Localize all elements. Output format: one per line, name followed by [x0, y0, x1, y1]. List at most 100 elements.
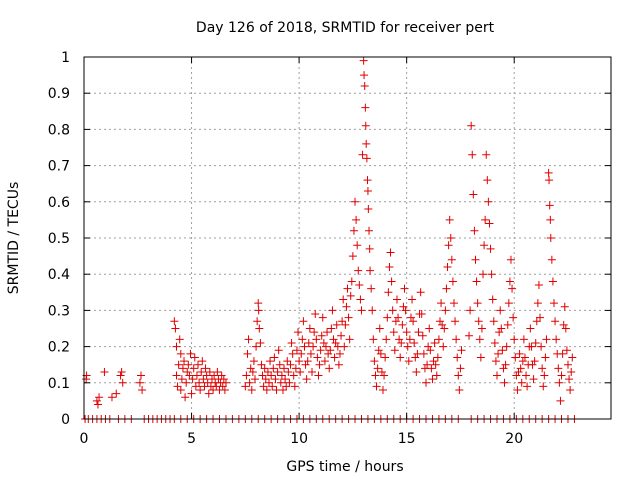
- data-point: [375, 324, 384, 333]
- data-point: [475, 335, 484, 344]
- data-point: [343, 284, 352, 293]
- data-point: [386, 248, 395, 257]
- data-point: [465, 331, 474, 340]
- data-point: [395, 335, 404, 344]
- data-point: [383, 313, 392, 322]
- data-point: [554, 364, 563, 373]
- data-point: [201, 364, 210, 373]
- data-point: [448, 277, 457, 286]
- data-point: [204, 389, 213, 398]
- data-point: [308, 367, 317, 376]
- data-point: [194, 360, 203, 369]
- x-tick-label: 20: [505, 431, 523, 447]
- data-point: [466, 306, 475, 315]
- data-point: [361, 121, 370, 130]
- data-point: [445, 215, 454, 224]
- x-tick-label: 15: [398, 431, 416, 447]
- data-point: [440, 324, 449, 333]
- data-point: [387, 277, 396, 286]
- data-point: [556, 396, 565, 405]
- data-point: [251, 375, 260, 384]
- data-point: [567, 367, 576, 376]
- data-point: [363, 176, 372, 185]
- data-point: [368, 306, 377, 315]
- data-point: [566, 386, 575, 395]
- data-point: [396, 353, 405, 362]
- data-point: [496, 306, 505, 315]
- data-point: [311, 310, 320, 319]
- data-point: [444, 241, 453, 250]
- data-point: [304, 338, 313, 347]
- data-point: [452, 335, 461, 344]
- data-point: [353, 241, 362, 250]
- data-point: [100, 367, 109, 376]
- data-point: [361, 103, 370, 112]
- y-tick-label: 0.3: [48, 303, 70, 319]
- data-point: [391, 317, 400, 326]
- data-point: [363, 186, 372, 195]
- data-point: [416, 288, 425, 297]
- data-point: [256, 338, 265, 347]
- data-point: [241, 382, 250, 391]
- data-point: [358, 150, 367, 159]
- data-point: [219, 375, 228, 384]
- data-point: [197, 367, 206, 376]
- data-point: [504, 299, 513, 308]
- data-point: [277, 371, 286, 380]
- data-point: [274, 346, 283, 355]
- data-point: [342, 302, 351, 311]
- data-point: [177, 375, 186, 384]
- data-point: [278, 386, 287, 395]
- data-point: [185, 371, 194, 380]
- data-point: [173, 382, 182, 391]
- data-point: [362, 139, 371, 148]
- y-tick-label: 0.1: [48, 376, 70, 392]
- data-point: [411, 353, 420, 362]
- data-point: [447, 255, 456, 264]
- data-point: [555, 378, 564, 387]
- data-point: [551, 317, 560, 326]
- data-point: [181, 393, 190, 402]
- data-point: [345, 335, 354, 344]
- data-point: [112, 389, 121, 398]
- data-point: [369, 335, 378, 344]
- data-point: [305, 324, 314, 333]
- data-point: [262, 386, 271, 395]
- data-point: [510, 335, 519, 344]
- data-point: [337, 331, 346, 340]
- data-point: [374, 346, 383, 355]
- data-point: [451, 317, 460, 326]
- data-point: [296, 367, 305, 376]
- data-point: [367, 284, 376, 293]
- data-point: [498, 346, 507, 355]
- data-point: [484, 197, 493, 206]
- data-point: [529, 375, 538, 384]
- data-point: [347, 277, 356, 286]
- data-point: [291, 364, 300, 373]
- data-point: [178, 364, 187, 373]
- data-point: [471, 255, 480, 264]
- y-tick-label: 0.7: [48, 159, 70, 175]
- data-point: [357, 306, 366, 315]
- data-point: [516, 364, 525, 373]
- data-point: [527, 342, 536, 351]
- data-point: [116, 371, 125, 380]
- data-point: [365, 244, 374, 253]
- data-point: [501, 360, 510, 369]
- data-point: [503, 320, 512, 329]
- data-point: [180, 357, 189, 366]
- data-point: [300, 342, 309, 351]
- data-point: [544, 168, 553, 177]
- data-point: [428, 375, 437, 384]
- data-point: [547, 255, 556, 264]
- data-point: [517, 378, 526, 387]
- data-point: [334, 360, 343, 369]
- data-point: [294, 328, 303, 337]
- data-point: [282, 382, 291, 391]
- data-point: [483, 176, 492, 185]
- data-point: [210, 371, 219, 380]
- data-point: [339, 295, 348, 304]
- data-point: [456, 364, 465, 373]
- data-point: [182, 378, 191, 387]
